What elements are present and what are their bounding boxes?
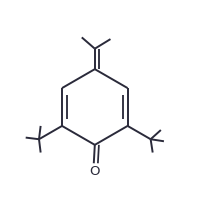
Text: O: O [89, 165, 100, 178]
